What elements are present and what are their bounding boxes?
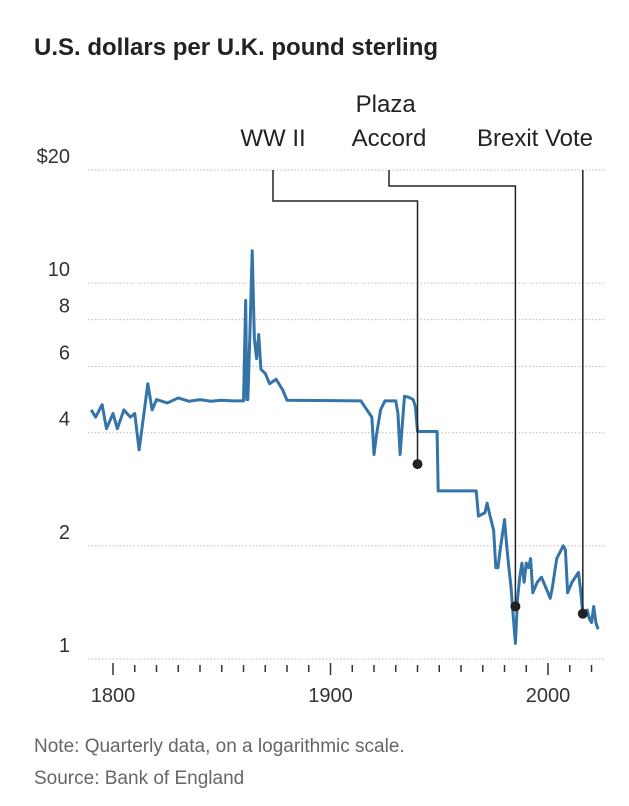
x-tick-label: 2000 xyxy=(526,685,571,707)
chart-title: U.S. dollars per U.K. pound sterling xyxy=(34,34,438,61)
source: Source: Bank of England xyxy=(34,768,244,789)
annotation-dot xyxy=(510,601,521,612)
y-tick-label: 10 xyxy=(48,259,70,281)
annotation-dot xyxy=(577,608,588,619)
y-tick-label: $20 xyxy=(37,146,70,168)
annotation-label: WW II xyxy=(240,125,305,152)
annotation-dot xyxy=(412,459,423,470)
price-line xyxy=(89,249,600,645)
note: Note: Quarterly data, on a logarithmic s… xyxy=(34,736,405,757)
x-tick-label: 1900 xyxy=(308,685,353,707)
y-tick-label: 4 xyxy=(59,409,70,431)
annotation-label-line: Accord xyxy=(352,125,427,152)
y-tick-label: 6 xyxy=(59,343,70,365)
annotation-label: Plaza Accord xyxy=(352,91,427,152)
x-tick-label: 1800 xyxy=(91,685,136,707)
annotation-label-line: Plaza xyxy=(356,91,423,118)
annotation-leader xyxy=(272,170,419,465)
y-tick-label: 8 xyxy=(59,296,70,318)
y-tick-label: 1 xyxy=(59,635,70,657)
annotation-label: Brexit Vote xyxy=(477,125,593,152)
annotation-leader xyxy=(388,170,517,607)
y-tick-label: 2 xyxy=(59,522,70,544)
